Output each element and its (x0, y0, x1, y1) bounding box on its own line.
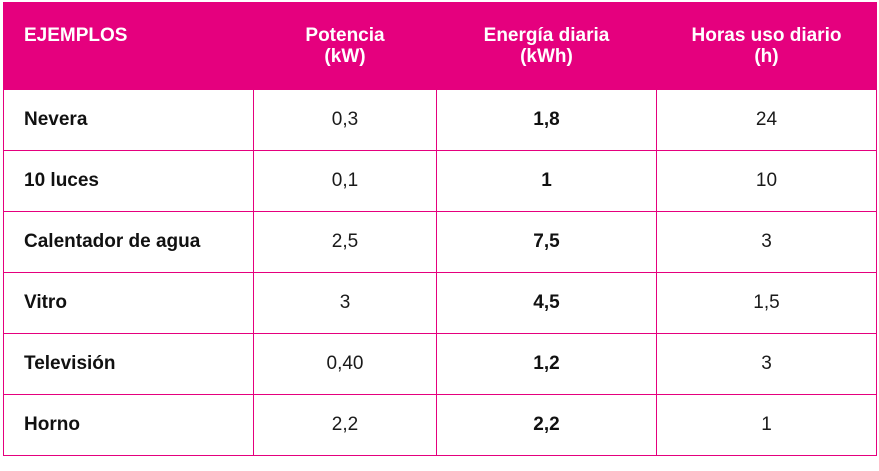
row-label: Vitro (3, 272, 254, 334)
header-row: EJEMPLOS Potencia (kW) Energía diaria (k… (3, 2, 877, 90)
row-label: Nevera (3, 89, 254, 151)
cell-energia: 1,8 (436, 89, 657, 151)
cell-potencia: 2,2 (253, 394, 437, 456)
table-row: 10 luces 0,1 1 10 (3, 150, 877, 212)
header-horas-line2: (h) (754, 46, 779, 67)
table-row: Horno 2,2 2,2 1 (3, 394, 877, 456)
cell-potencia: 2,5 (253, 211, 437, 273)
table-header: EJEMPLOS Potencia (kW) Energía diaria (k… (3, 2, 877, 90)
cell-horas: 3 (656, 333, 877, 395)
row-label: Televisión (3, 333, 254, 395)
cell-horas: 24 (656, 89, 877, 151)
table-row: Nevera 0,3 1,8 24 (3, 89, 877, 151)
table-body: Nevera 0,3 1,8 24 10 luces 0,1 1 10 Cale… (3, 89, 877, 456)
header-energia-line2: (kWh) (520, 46, 573, 67)
cell-energia: 4,5 (436, 272, 657, 334)
cell-energia: 7,5 (436, 211, 657, 273)
header-horas-line1: Horas uso diario (691, 25, 842, 46)
header-ejemplos: EJEMPLOS (3, 2, 254, 90)
row-label: Horno (3, 394, 254, 456)
cell-energia: 1,2 (436, 333, 657, 395)
header-energia-line1: Energía diaria (483, 25, 610, 46)
header-horas: Horas uso diario (h) (656, 2, 877, 90)
cell-potencia: 3 (253, 272, 437, 334)
cell-horas: 1,5 (656, 272, 877, 334)
header-potencia-line1: Potencia (305, 25, 385, 46)
table-row: Calentador de agua 2,5 7,5 3 (3, 211, 877, 273)
cell-potencia: 0,40 (253, 333, 437, 395)
row-label: Calentador de agua (3, 211, 254, 273)
cell-horas: 1 (656, 394, 877, 456)
header-potencia: Potencia (kW) (253, 2, 437, 90)
row-label: 10 luces (3, 150, 254, 212)
table-row: Vitro 3 4,5 1,5 (3, 272, 877, 334)
header-energia: Energía diaria (kWh) (436, 2, 657, 90)
cell-energia: 1 (436, 150, 657, 212)
cell-horas: 3 (656, 211, 877, 273)
cell-energia: 2,2 (436, 394, 657, 456)
cell-potencia: 0,3 (253, 89, 437, 151)
cell-horas: 10 (656, 150, 877, 212)
header-potencia-line2: (kW) (324, 46, 366, 67)
cell-potencia: 0,1 (253, 150, 437, 212)
table-container: EJEMPLOS Potencia (kW) Energía diaria (k… (3, 2, 877, 465)
table-row: Televisión 0,40 1,2 3 (3, 333, 877, 395)
header-ejemplos-label: EJEMPLOS (24, 25, 128, 46)
appliance-energy-table: EJEMPLOS Potencia (kW) Energía diaria (k… (3, 2, 877, 456)
